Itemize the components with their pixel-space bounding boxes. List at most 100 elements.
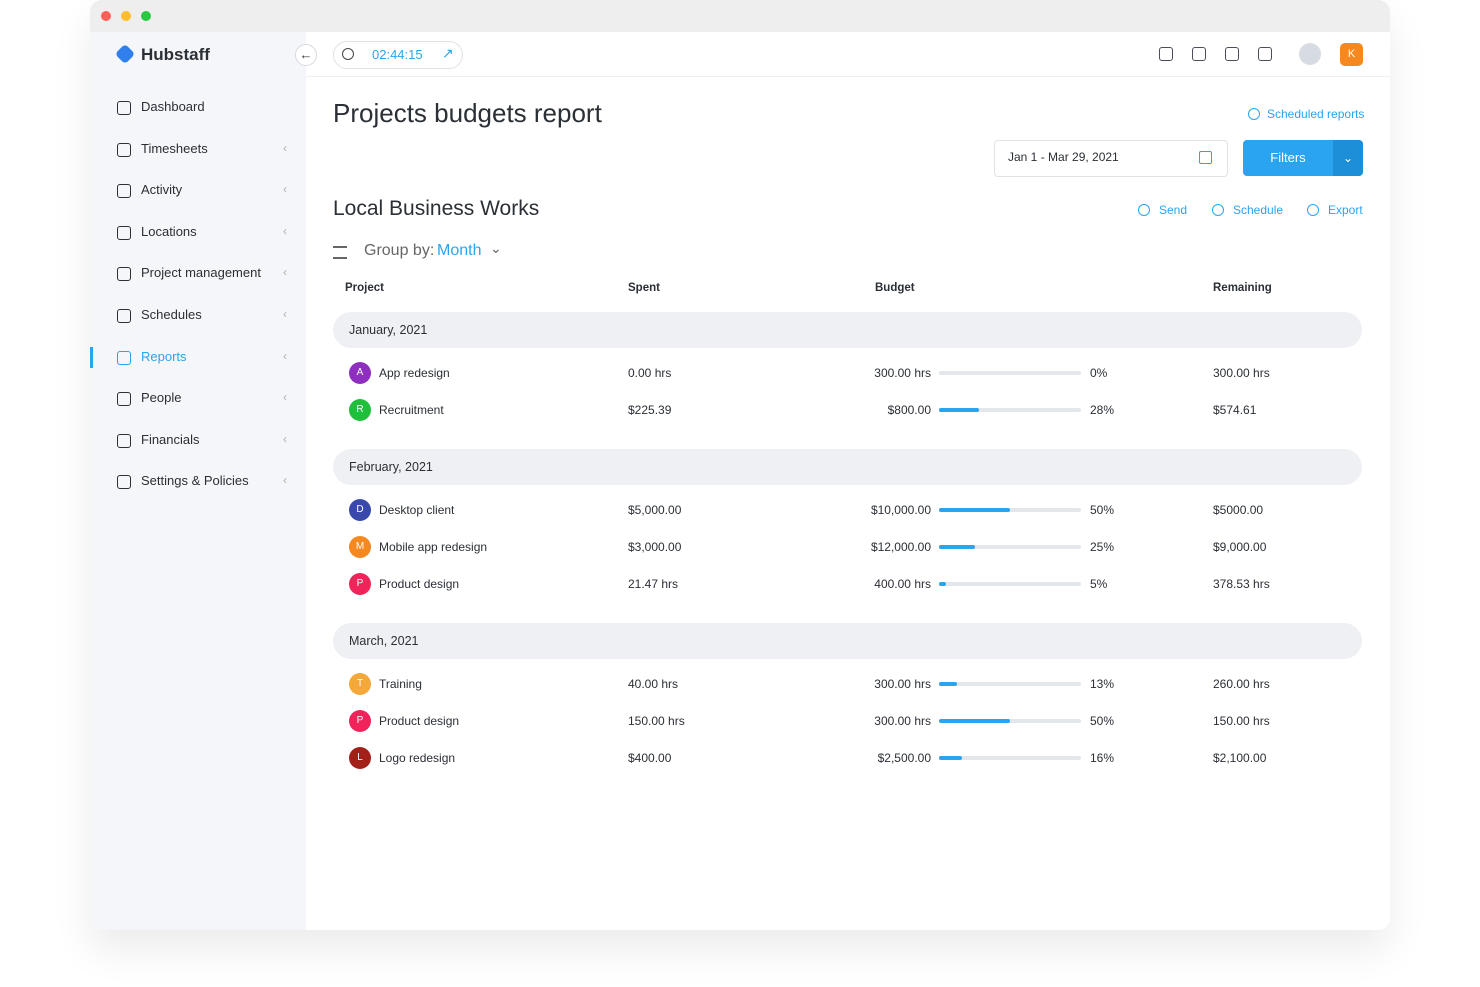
progress-track bbox=[939, 682, 1081, 686]
progress-bar bbox=[939, 682, 958, 686]
scheduled-reports-link[interactable]: Scheduled reports bbox=[1267, 107, 1365, 121]
nav-item[interactable]: Financials bbox=[141, 431, 200, 447]
group-by-value[interactable]: Month bbox=[437, 242, 482, 259]
nav-icon bbox=[117, 433, 131, 448]
project-avatar: M bbox=[349, 536, 371, 558]
group-title: February, 2021 bbox=[349, 460, 433, 474]
project-avatar: P bbox=[349, 710, 371, 732]
user-avatar[interactable] bbox=[1299, 43, 1321, 65]
action-icon bbox=[1307, 204, 1319, 216]
nav-chevron: ‹ bbox=[283, 307, 287, 321]
nav-item[interactable]: People bbox=[141, 390, 182, 406]
date-range: Jan 1 - Mar 29, 2021 bbox=[1008, 150, 1119, 164]
spent: 150.00 hrs bbox=[628, 714, 685, 728]
spent: $225.39 bbox=[628, 403, 672, 417]
progress-track bbox=[939, 508, 1081, 512]
action-button[interactable]: Schedule bbox=[1233, 203, 1284, 217]
scheduled-icon bbox=[1248, 108, 1260, 120]
topbar-icon[interactable] bbox=[1192, 47, 1206, 61]
nav-chevron: ‹ bbox=[283, 348, 287, 363]
progress-track bbox=[939, 582, 1081, 586]
brand-logo bbox=[114, 43, 136, 65]
progress-label: 25% bbox=[1090, 540, 1115, 554]
minimize-dot[interactable] bbox=[121, 11, 131, 21]
nav-icon bbox=[117, 142, 131, 157]
nav-item[interactable]: Timesheets bbox=[141, 140, 208, 156]
progress-bar bbox=[939, 545, 975, 549]
progress-bar bbox=[939, 582, 947, 586]
project-name[interactable]: Product design bbox=[379, 714, 460, 728]
date-picker[interactable] bbox=[994, 140, 1228, 177]
progress-track bbox=[939, 719, 1081, 723]
remaining: 378.53 hrs bbox=[1213, 577, 1270, 591]
progress-bar bbox=[939, 508, 1010, 512]
topbar-divider bbox=[306, 76, 1390, 77]
budget: $2,500.00 bbox=[877, 751, 931, 765]
nav-item[interactable]: Schedules bbox=[141, 307, 202, 322]
action-icon bbox=[1138, 204, 1150, 216]
spent: $5,000.00 bbox=[628, 503, 682, 517]
group-title: January, 2021 bbox=[349, 323, 428, 337]
project-name[interactable]: Mobile app redesign bbox=[379, 540, 488, 554]
project-name[interactable]: Logo redesign bbox=[379, 751, 456, 765]
progress-label: 28% bbox=[1090, 403, 1115, 417]
progress-label: 16% bbox=[1090, 751, 1115, 765]
column-header: Spent bbox=[628, 282, 660, 294]
remaining: 150.00 hrs bbox=[1213, 714, 1270, 728]
action-icon bbox=[1212, 204, 1224, 216]
budget: 300.00 hrs bbox=[874, 714, 931, 728]
nav-chevron: ‹ bbox=[283, 473, 287, 488]
nav-chevron: ‹ bbox=[283, 140, 287, 155]
nav-item[interactable]: Reports bbox=[141, 348, 187, 364]
project-name[interactable]: Desktop client bbox=[379, 503, 455, 517]
project-avatar: A bbox=[349, 362, 371, 384]
nav-item[interactable]: Project management bbox=[141, 265, 261, 281]
nav-item[interactable]: Locations bbox=[141, 223, 197, 239]
nav-icon bbox=[117, 101, 131, 115]
project-name[interactable]: Recruitment bbox=[379, 403, 444, 417]
project-avatar: L bbox=[349, 747, 371, 769]
collapse-button[interactable]: ← bbox=[295, 44, 317, 66]
project-name[interactable]: Product design bbox=[379, 577, 460, 591]
group-header bbox=[333, 623, 1362, 659]
spent: 40.00 hrs bbox=[628, 677, 679, 691]
remaining: $2,100.00 bbox=[1213, 751, 1267, 765]
project-name[interactable]: App redesign bbox=[379, 366, 450, 380]
project-avatar: D bbox=[349, 499, 371, 521]
spent: $400.00 bbox=[628, 751, 672, 765]
filters-button[interactable]: Filters bbox=[1243, 140, 1333, 176]
column-header: Budget bbox=[875, 282, 915, 294]
action-button[interactable]: Export bbox=[1328, 203, 1363, 217]
filters-dropdown[interactable]: ⌄ bbox=[1333, 140, 1363, 176]
progress-track bbox=[939, 408, 1081, 412]
nav-icon bbox=[117, 392, 131, 407]
spent: 21.47 hrs bbox=[628, 577, 679, 591]
nav-item[interactable]: Dashboard bbox=[141, 99, 205, 114]
budget: $800.00 bbox=[887, 403, 931, 417]
sidebar bbox=[90, 32, 306, 930]
zoom-dot[interactable] bbox=[141, 11, 151, 21]
nav-chevron: ‹ bbox=[283, 223, 287, 238]
budget: 400.00 hrs bbox=[874, 577, 931, 591]
progress-label: 0% bbox=[1090, 366, 1108, 380]
action-button[interactable]: Send bbox=[1159, 203, 1188, 217]
org-avatar[interactable]: K bbox=[1340, 43, 1363, 66]
project-avatar: R bbox=[349, 399, 371, 421]
progress-track bbox=[939, 756, 1081, 760]
project-name[interactable]: Training bbox=[379, 677, 422, 691]
topbar-icon[interactable] bbox=[1258, 47, 1272, 61]
nav-icon bbox=[117, 225, 131, 240]
budget: 300.00 hrs bbox=[874, 677, 931, 691]
nav-item[interactable]: Settings & Policies bbox=[141, 473, 249, 489]
topbar-icon[interactable] bbox=[1225, 47, 1239, 61]
progress-label: 13% bbox=[1090, 677, 1115, 691]
nav-chevron: ‹ bbox=[283, 431, 287, 446]
timer: 02:44:15 bbox=[372, 47, 423, 62]
nav-icon bbox=[117, 267, 131, 282]
nav-item[interactable]: Activity bbox=[141, 182, 183, 198]
close-dot[interactable] bbox=[101, 11, 111, 21]
timer-pill[interactable] bbox=[333, 41, 463, 69]
nav-chevron: ‹ bbox=[283, 390, 287, 405]
topbar-icon[interactable] bbox=[1159, 47, 1173, 61]
